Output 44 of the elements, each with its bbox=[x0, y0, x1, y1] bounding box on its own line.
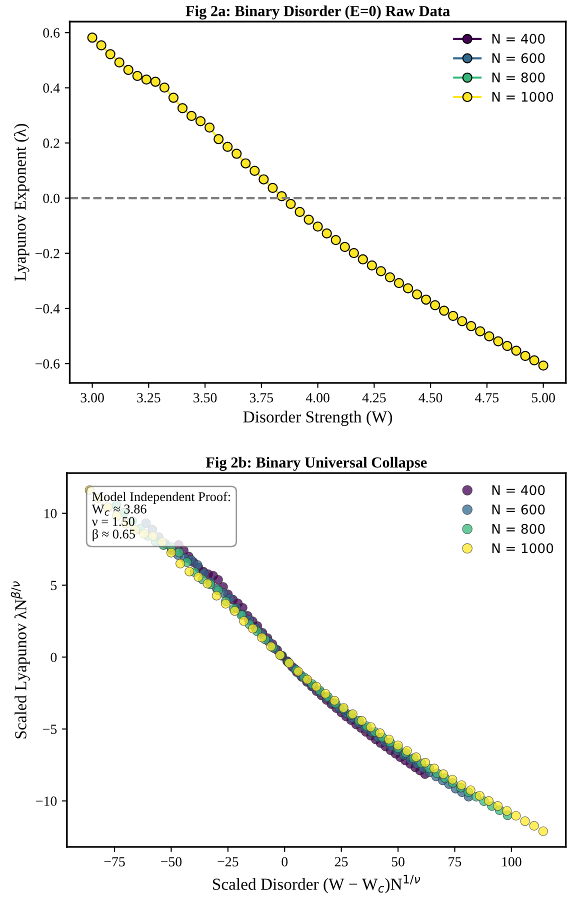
x-tick-label: −25 bbox=[218, 857, 238, 866]
y-axis-title: Lyapunov Exponent (λ) bbox=[14, 124, 30, 281]
y-tick-label: −5 bbox=[43, 724, 57, 734]
legend-label: N = 800 bbox=[492, 524, 545, 534]
x-tick-label: 75 bbox=[448, 857, 462, 866]
y-tick-label: 0 bbox=[50, 652, 57, 662]
legend-label: N = 400 bbox=[492, 34, 545, 44]
legend-label: N = 1000 bbox=[492, 92, 554, 102]
y-tick-label: 0.0 bbox=[43, 194, 60, 204]
y-tick-label: 0.6 bbox=[43, 28, 60, 38]
legend-label: N = 600 bbox=[492, 53, 545, 64]
y-tick-label: 0.4 bbox=[43, 83, 60, 93]
x-axis-title: Disorder Strength (W) bbox=[243, 410, 392, 426]
y-tick-label: −0.2 bbox=[36, 248, 60, 258]
x-tick-label: 100 bbox=[502, 857, 522, 866]
legend-label: N = 400 bbox=[492, 485, 545, 496]
x-tick-label: 25 bbox=[335, 857, 348, 866]
y-axis-title: Scaled Lyapunov λN$^{β/ν}$ bbox=[10, 581, 30, 738]
y-tick-label: 0.2 bbox=[43, 138, 60, 148]
x-tick-label: 3.75 bbox=[250, 393, 274, 402]
legend-label: N = 800 bbox=[492, 72, 545, 82]
x-tick-label: −50 bbox=[161, 857, 182, 866]
x-tick-label: 4.25 bbox=[362, 393, 386, 402]
annotation: Model Independent Proof: W$_{c}$ ≈ 3.86 ν = 1.50 β ≈ 0.65 bbox=[92, 492, 230, 542]
x-tick-label: 3.25 bbox=[137, 393, 160, 402]
legend-label: N = 1000 bbox=[492, 543, 554, 554]
y-tick-label: 10 bbox=[44, 508, 57, 518]
x-tick-label: 4.75 bbox=[475, 393, 499, 402]
x-tick-label: 0 bbox=[282, 857, 288, 866]
y-tick-label: −10 bbox=[36, 796, 57, 806]
legend-label: N = 600 bbox=[492, 504, 545, 514]
x-tick-label: 3.50 bbox=[194, 393, 217, 402]
chart-title: Fig 2a: Binary Disorder (E=0) Raw Data bbox=[186, 5, 450, 20]
x-tick-label: 3.00 bbox=[80, 393, 104, 402]
x-axis-title: Scaled Disorder (W − W$_{c}$)N$^{1/ν}$ bbox=[213, 874, 420, 894]
x-tick-label: 5.00 bbox=[532, 393, 555, 402]
x-tick-label: 4.50 bbox=[418, 393, 442, 402]
x-tick-label: 50 bbox=[392, 857, 404, 866]
y-tick-label: −0.4 bbox=[36, 304, 60, 314]
chart-title: Fig 2b: Binary Universal Collapse bbox=[206, 456, 427, 471]
x-tick-label: −75 bbox=[104, 857, 125, 866]
y-tick-label: 5 bbox=[51, 580, 57, 590]
x-tick-label: 4.00 bbox=[306, 393, 330, 402]
y-tick-label: −0.6 bbox=[36, 359, 60, 369]
